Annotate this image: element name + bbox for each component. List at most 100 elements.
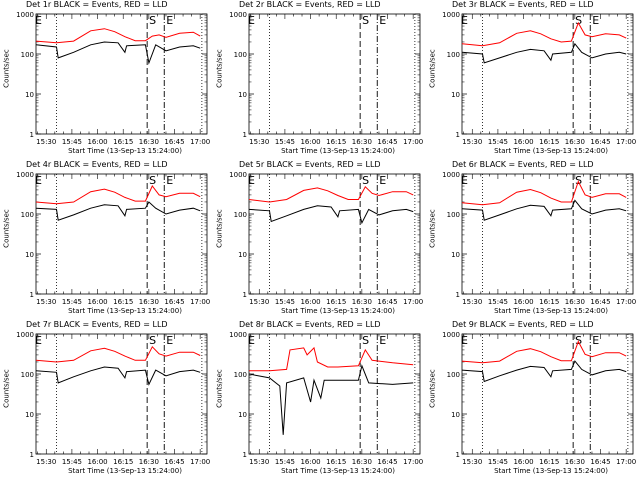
x-axis-label: Start Time (13-Sep-13 15:24:00) [68,467,182,475]
detector-panel: Det 8r BLACK = Events, RED = LLD Start Ti… [213,320,426,480]
x-axis-label: Start Time (13-Sep-13 15:24:00) [68,307,182,315]
lld-series-line [35,345,201,363]
lld-series-line [461,21,627,47]
y-tick-label: 1000 [16,331,34,339]
y-tick-label: 100 [21,211,34,219]
detector-panel: Det 1r BLACK = Events, RED = LLD Start Ti… [0,0,213,160]
panel-title: Det 1r BLACK = Events, RED = LLD [26,0,168,9]
y-tick-label: 10 [238,91,247,99]
x-tick-label: 15:45 [62,458,82,466]
x-tick-label: 16:00 [300,138,320,146]
x-tick-label: 16:30 [352,298,372,306]
x-tick-label: 17:00 [403,138,423,146]
y-tick-label: 1 [456,131,460,139]
y-tick-label: 1 [30,291,34,299]
y-tick-label: 10 [25,91,34,99]
y-tick-label: 10 [451,91,460,99]
panel-title: Det 4r BLACK = Events, RED = LLD [26,160,168,169]
y-tick-label: 1000 [442,331,460,339]
x-tick-label: 17:00 [190,458,210,466]
plot-canvas: 1 10 100 1000 15:30 15:45 16:00 16:15 16:30 16:45… [229,171,423,306]
x-tick-label: 16:30 [565,138,585,146]
detector-panel: Det 6r BLACK = Events, RED = LLD Start Ti… [426,160,639,320]
x-tick-label: 17:00 [616,458,636,466]
x-tick-label: 15:30 [462,458,482,466]
y-tick-label: 1 [30,131,34,139]
lld-series-line [461,180,627,206]
x-tick-label: 15:30 [249,138,269,146]
detector-panel: Det 9r BLACK = Events, RED = LLD Start Ti… [426,320,639,480]
plot-frame [35,173,208,295]
plot-frame [248,13,421,135]
plot-frame [35,13,208,135]
x-tick-label: 16:15 [539,138,559,146]
x-tick-label: 15:45 [275,298,295,306]
events-series-line [248,364,414,435]
start-marker-label: S [362,174,369,187]
y-tick-label: 100 [447,51,460,59]
end-marker-label: E [592,334,599,347]
x-tick-label: 17:00 [190,138,210,146]
x-tick-label: 16:15 [539,298,559,306]
plot-frame [461,173,634,295]
y-tick-label: 100 [234,211,247,219]
panel-title: Det 7r BLACK = Events, RED = LLD [26,320,168,329]
x-tick-label: 16:45 [377,138,397,146]
corner-marker-label: E [35,334,42,347]
x-tick-label: 16:15 [326,138,346,146]
start-marker-label: S [575,14,582,27]
x-tick-label: 16:15 [326,298,346,306]
y-tick-label: 10 [451,251,460,259]
x-axis-label: Start Time (13-Sep-13 15:24:00) [494,307,608,315]
y-tick-label: 1 [456,291,460,299]
start-marker-label: S [149,14,156,27]
detector-panel: Det 3r BLACK = Events, RED = LLD Start Ti… [426,0,639,160]
y-tick-label: 1 [243,131,247,139]
x-tick-label: 16:00 [300,458,320,466]
end-marker-label: E [592,14,599,27]
detector-panel: Det 2r BLACK = Events, RED = LLD Start Ti… [213,0,426,160]
events-series-line [461,42,627,64]
x-axis-label: Start Time (13-Sep-13 15:24:00) [281,147,395,155]
x-tick-label: 15:45 [488,298,508,306]
x-tick-label: 16:45 [590,458,610,466]
x-tick-label: 16:45 [164,458,184,466]
x-tick-label: 15:30 [36,458,56,466]
x-tick-label: 17:00 [616,298,636,306]
x-tick-label: 15:30 [36,138,56,146]
detector-panel: Det 7r BLACK = Events, RED = LLD Start Ti… [0,320,213,480]
x-tick-label: 16:45 [164,138,184,146]
plot-canvas: 1 10 100 1000 15:30 15:45 16:00 16:15 16:30 16:45… [229,11,423,146]
corner-marker-label: E [461,174,468,187]
end-marker-label: E [379,14,386,27]
y-tick-label: 1 [243,291,247,299]
detector-panel: Det 4r BLACK = Events, RED = LLD Start Ti… [0,160,213,320]
x-tick-label: 15:30 [249,458,269,466]
x-tick-label: 16:30 [352,458,372,466]
y-tick-label: 1000 [442,11,460,19]
y-tick-label: 10 [25,411,34,419]
x-axis-label: Start Time (13-Sep-13 15:24:00) [68,147,182,155]
end-marker-label: E [379,174,386,187]
x-tick-label: 17:00 [403,298,423,306]
start-marker-label: S [362,334,369,347]
x-tick-label: 15:45 [62,298,82,306]
y-tick-label: 100 [447,211,460,219]
x-tick-label: 15:45 [488,138,508,146]
y-tick-label: 1000 [229,171,247,179]
events-series-line [35,201,201,221]
events-series-line [35,41,201,65]
x-tick-label: 16:30 [565,298,585,306]
end-marker-label: E [592,174,599,187]
x-tick-label: 17:00 [190,298,210,306]
y-tick-label: 1000 [442,171,460,179]
x-tick-label: 16:30 [565,458,585,466]
start-marker-label: S [575,334,582,347]
corner-marker-label: E [461,14,468,27]
x-tick-label: 16:30 [139,458,159,466]
x-tick-label: 15:30 [462,138,482,146]
x-axis-label: Start Time (13-Sep-13 15:24:00) [494,467,608,475]
x-tick-label: 16:45 [377,458,397,466]
x-tick-label: 17:00 [616,138,636,146]
